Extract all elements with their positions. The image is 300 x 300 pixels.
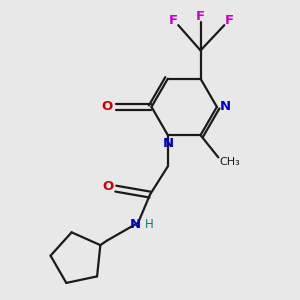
- Text: N: N: [162, 137, 173, 150]
- Text: CH₃: CH₃: [220, 157, 241, 167]
- Text: N: N: [220, 100, 231, 113]
- Text: F: F: [196, 10, 205, 23]
- Text: F: F: [225, 14, 234, 27]
- Text: H: H: [145, 218, 154, 231]
- Text: O: O: [102, 100, 113, 113]
- Text: N: N: [130, 218, 141, 231]
- Text: O: O: [103, 180, 114, 193]
- Text: F: F: [168, 14, 177, 27]
